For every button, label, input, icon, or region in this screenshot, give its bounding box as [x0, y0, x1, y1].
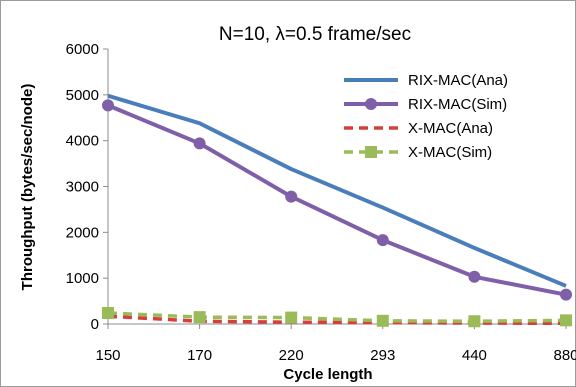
series-line	[107, 311, 567, 323]
legend-item: RIX-MAC(Sim)	[344, 96, 507, 113]
series-x-mac-ana	[107, 314, 567, 326]
data-point	[102, 307, 114, 319]
x-tick-label: 440	[462, 347, 487, 364]
legend-marker	[365, 98, 377, 110]
x-tick-label: 880	[553, 347, 576, 364]
series-layer	[102, 93, 572, 328]
legend: RIX-MAC(Ana) RIX-MAC(Sim) X-MAC(Ana) X-MAC(…	[344, 72, 508, 161]
x-tick-label: 170	[187, 347, 212, 364]
series-line	[107, 93, 567, 288]
series-line	[107, 314, 567, 326]
data-point	[468, 315, 481, 328]
series-rix-mac-sim	[102, 99, 572, 301]
legend-label: RIX-MAC(Sim)	[408, 96, 507, 113]
legend-label: X-MAC(Ana)	[408, 120, 493, 137]
data-point	[193, 311, 206, 324]
series-x-mac-sim	[102, 307, 572, 328]
data-point	[560, 314, 572, 327]
data-point	[468, 270, 481, 283]
y-tick-label: 6000	[66, 41, 99, 58]
data-point	[102, 99, 114, 112]
legend-marker	[365, 146, 377, 158]
y-tick-label: 1000	[66, 270, 99, 287]
legend-item: X-MAC(Ana)	[344, 120, 493, 137]
y-tick-label: 5000	[66, 87, 99, 104]
axes: 0 1000 2000 3000 4000 5000 6000 150 170 220 293 440…	[66, 41, 576, 364]
y-tick-label: 4000	[66, 133, 99, 150]
legend-label: X-MAC(Sim)	[408, 144, 492, 161]
y-axis-label: Throughput (bytes/sec/node)	[19, 84, 36, 291]
x-tick-label: 150	[95, 347, 120, 364]
legend-label: RIX-MAC(Ana)	[408, 72, 508, 89]
legend-item: RIX-MAC(Ana)	[344, 72, 508, 89]
chart-title: N=10, λ=0.5 frame/sec	[219, 24, 411, 45]
data-point	[376, 234, 389, 247]
data-point	[376, 314, 389, 327]
series-rix-mac-ana	[107, 93, 567, 288]
series-line	[107, 103, 567, 297]
x-tick-label: 293	[370, 347, 395, 364]
legend-item: X-MAC(Sim)	[344, 144, 492, 161]
data-point	[285, 311, 298, 324]
data-point	[560, 288, 572, 301]
x-tick-label: 220	[279, 347, 304, 364]
data-point	[285, 190, 298, 203]
y-tick-label: 0	[91, 316, 99, 333]
y-tick-label: 2000	[66, 224, 99, 241]
y-tick-label: 3000	[66, 179, 99, 196]
data-point	[193, 137, 206, 150]
x-axis-label: Cycle length	[283, 366, 372, 383]
